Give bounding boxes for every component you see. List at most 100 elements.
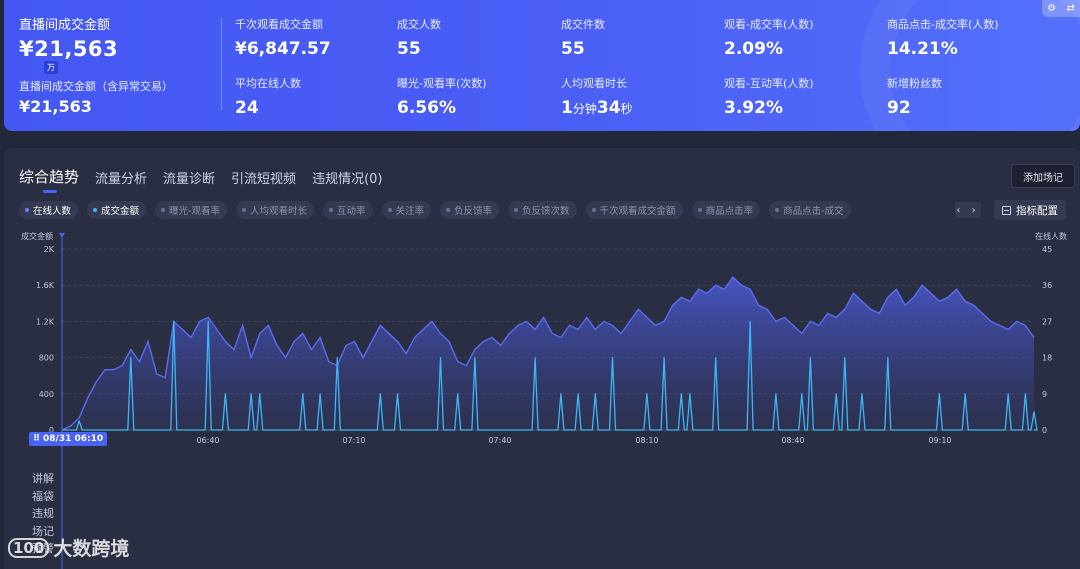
chip-dot-icon	[775, 208, 780, 212]
kpi-avg-online: 平均在线人数 24	[235, 75, 395, 118]
kpi-divider	[221, 18, 222, 110]
kpi-value: 55	[561, 39, 585, 59]
kpi-click-conv: 商品点击-成交率(人数) 14.21%	[887, 16, 1047, 59]
tab-violations[interactable]: 违规情况(0)	[312, 172, 383, 187]
chip-label: 曝光-观看率	[169, 206, 220, 217]
seconds-unit: 秒	[620, 102, 633, 116]
kpi-items: 成交件数 55	[561, 16, 721, 59]
config-icon	[1002, 205, 1011, 215]
row-label-violation: 违规	[32, 507, 54, 520]
x-tick-label: 06:40	[196, 436, 219, 445]
tab-traffic-analysis[interactable]: 流量分析	[95, 172, 148, 187]
main-kpi2-value: ¥21,563	[19, 97, 92, 116]
kpi-value: 1分钟34秒	[561, 98, 721, 118]
kpi-value: 92	[887, 98, 911, 118]
drag-handle-icon: ⠿	[33, 434, 41, 444]
kpi-value: 6.56%	[397, 98, 456, 118]
left-tick-label: 400	[39, 390, 54, 399]
x-tick-label: 08:40	[781, 436, 804, 445]
main-kpi-label: 直播间成交金额	[19, 18, 111, 33]
corner-toolbar[interactable]: ⚙ ⇄	[1042, 0, 1080, 17]
kpi-label: 观看-成交率(人数)	[724, 18, 814, 31]
add-note-button[interactable]: 添加场记	[1011, 164, 1075, 188]
swap-icon[interactable]: ⇄	[1066, 3, 1075, 14]
left-tick-label: 1.2K	[36, 317, 55, 326]
kpi-label: 成交人数	[397, 18, 441, 31]
chip-label: 互动率	[336, 206, 366, 217]
metric-config-button[interactable]: 指标配置	[994, 200, 1066, 220]
kpi-label: 千次观看成交金额	[235, 18, 323, 31]
metric-chip[interactable]: 负反馈率	[440, 201, 500, 219]
chip-dot-icon	[25, 208, 29, 212]
kpi-value: 24	[235, 98, 259, 118]
chip-label: 商品点击率	[705, 206, 754, 217]
metric-chip[interactable]: 负反馈次数	[508, 201, 577, 219]
right-tick-label: 9	[1042, 390, 1047, 399]
x-tick-label: 07:10	[342, 436, 365, 445]
online-area-fill	[62, 277, 1034, 430]
main-kpi-value: ¥21,563	[19, 37, 119, 61]
kpi-value: 3.92%	[724, 98, 783, 118]
chip-label: 商品点击-成交	[783, 206, 844, 217]
left-tick-label: 2K	[44, 245, 55, 254]
x-tick-label: 07:40	[488, 436, 511, 445]
right-tick-label: 0	[1042, 426, 1047, 435]
kpi-label: 商品点击-成交率(人数)	[887, 18, 999, 31]
kpi-label: 平均在线人数	[235, 77, 301, 90]
cursor-time-badge[interactable]: ⠿ 08/31 06:10	[29, 432, 108, 446]
x-tick-label: 09:10	[928, 436, 951, 445]
minutes-value: 1	[561, 98, 573, 118]
kpi-value: 14.21%	[887, 39, 958, 59]
x-tick-label: 08:10	[635, 436, 658, 445]
trend-card: 综合趋势 流量分析 流量诊断 引流短视频 违规情况(0) 添加场记 在线人数成交…	[4, 148, 1080, 569]
kpi-new-fans: 新增粉丝数 92	[887, 75, 1047, 118]
chip-scroll-button[interactable]: ‹ ›	[955, 202, 981, 218]
kpi-panel: 直播间成交金额 ¥21,563 万 直播间成交金额（含异常交易） ¥21,563…	[4, 0, 1080, 131]
timeline-rows: 讲解 福袋 违规 场记 预警	[32, 470, 54, 558]
chip-label: 在线人数	[33, 206, 72, 217]
kpi-value: 55	[397, 39, 421, 59]
metric-chip[interactable]: 在线人数	[19, 201, 79, 219]
right-axis-name: 在线人数	[1035, 231, 1067, 241]
metric-chip[interactable]: 成交金额	[87, 201, 147, 219]
kpi-buyers: 成交人数 55	[397, 16, 557, 59]
right-tick-label: 27	[1042, 317, 1052, 326]
online-series-line	[61, 276, 1035, 431]
gmv-series-line	[62, 320, 1038, 431]
metric-chip[interactable]: 千次观看成交金额	[585, 201, 683, 219]
chip-dot-icon	[697, 208, 702, 212]
metric-chip[interactable]: 关注率	[381, 201, 432, 219]
tab-traffic-diagnosis[interactable]: 流量诊断	[163, 172, 216, 187]
chip-dot-icon	[446, 208, 451, 212]
left-axis-name: 成交金额	[21, 231, 53, 241]
left-tick-label: 0	[49, 426, 54, 435]
kpi-value: 2.09%	[724, 39, 783, 59]
kpi-label: 成交件数	[561, 18, 605, 31]
metric-chip[interactable]: 互动率	[322, 201, 373, 219]
watermark-logo: 100	[8, 537, 50, 558]
chip-label: 千次观看成交金额	[599, 206, 676, 217]
cursor-time: 08/31 06:10	[43, 434, 104, 444]
minutes-unit: 分钟	[572, 102, 597, 116]
chip-label: 负反馈率	[454, 206, 493, 217]
kpi-value: ¥6,847.57	[235, 39, 331, 59]
chip-dot-icon	[93, 208, 98, 212]
chip-dot-icon	[591, 208, 596, 212]
metric-chip[interactable]: 商品点击-成交	[769, 201, 851, 219]
tab-short-videos[interactable]: 引流短视频	[231, 172, 297, 187]
tab-bar: 综合趋势 流量分析 流量诊断 引流短视频 违规情况(0)	[19, 166, 398, 193]
main-kpi2-label: 直播间成交金额（含异常交易）	[19, 80, 173, 93]
chip-dot-icon	[328, 208, 333, 212]
right-tick-label: 18	[1042, 354, 1052, 363]
left-tick-label: 1.6K	[36, 281, 55, 290]
metric-chip[interactable]: 曝光-观看率	[155, 201, 227, 219]
metric-chip[interactable]: 商品点击率	[691, 201, 761, 219]
gear-icon[interactable]: ⚙	[1047, 3, 1057, 14]
tab-overall-trend[interactable]: 综合趋势	[19, 166, 79, 193]
unit-toggle[interactable]: 万	[44, 61, 58, 74]
chip-label: 负反馈次数	[522, 206, 570, 217]
kpi-label: 人均观看时长	[561, 77, 627, 90]
seconds-value: 34	[596, 98, 621, 118]
metric-chip[interactable]: 人均观看时长	[235, 201, 314, 219]
